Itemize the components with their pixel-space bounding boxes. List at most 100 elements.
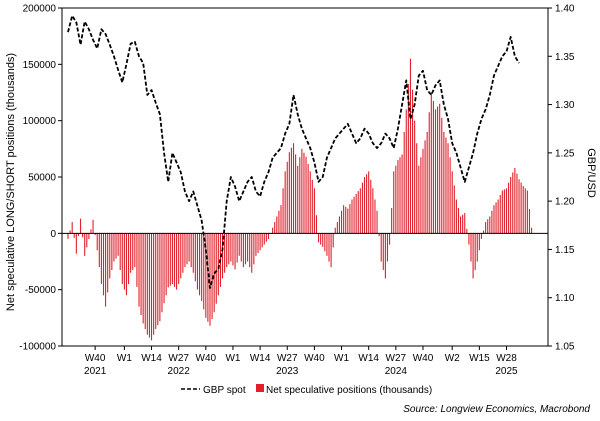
position-bar	[347, 208, 349, 234]
position-bar	[148, 233, 150, 338]
x-year-label: 2022	[168, 366, 191, 377]
position-bar	[464, 213, 466, 234]
position-bar	[520, 182, 522, 234]
gbp-spot-line	[67, 14, 520, 289]
position-bar	[278, 210, 280, 234]
y-right-tick-label: 1.05	[555, 342, 575, 353]
position-bar	[301, 148, 303, 234]
position-bar	[472, 233, 474, 279]
position-bar	[478, 233, 480, 251]
position-bar	[257, 233, 259, 254]
position-bar	[493, 205, 495, 234]
position-bar	[386, 233, 389, 262]
position-bar	[451, 171, 453, 234]
position-bar	[188, 233, 190, 262]
y-left-tick-label: 150000	[23, 60, 57, 71]
x-tick-label: W1	[117, 353, 132, 364]
position-bar	[98, 233, 100, 268]
legend-label-gbp-spot: GBP spot	[203, 385, 246, 396]
position-bar	[236, 233, 238, 263]
position-bar	[140, 233, 142, 316]
position-bar	[476, 233, 478, 262]
position-bar	[67, 233, 69, 239]
position-bar	[215, 233, 217, 304]
position-bar	[434, 109, 437, 234]
position-bar	[345, 206, 347, 234]
position-bar	[234, 233, 236, 270]
source-note: Source: Longview Economics, Macrobond	[403, 404, 590, 415]
position-bar	[226, 233, 228, 268]
position-bar	[107, 233, 109, 293]
position-bar	[426, 131, 428, 234]
position-bar	[242, 233, 244, 268]
position-bar	[299, 157, 301, 234]
y-left-tick-label: 50000	[28, 173, 56, 184]
position-bar	[165, 233, 167, 296]
position-bar	[267, 233, 270, 239]
position-bar	[232, 233, 234, 266]
position-bar	[407, 84, 409, 234]
y-right-tick-label: 1.20	[555, 197, 575, 208]
x-tick-label: W14	[141, 353, 162, 364]
position-bar	[224, 233, 226, 273]
position-bar	[512, 172, 514, 234]
position-bar	[69, 230, 71, 234]
position-bar	[295, 154, 297, 234]
position-bar	[366, 174, 368, 234]
position-bar	[355, 193, 357, 234]
position-bar	[255, 233, 257, 256]
position-bar	[393, 171, 395, 234]
position-bar	[338, 216, 340, 234]
position-bar	[178, 233, 180, 285]
position-bar	[125, 233, 128, 296]
position-bar	[320, 233, 322, 245]
position-bar	[73, 233, 75, 238]
position-bar	[284, 171, 286, 234]
position-bar	[501, 190, 503, 234]
position-bar	[443, 131, 445, 234]
position-bar	[238, 233, 240, 256]
position-bar	[92, 219, 94, 234]
position-bar	[416, 143, 418, 234]
y-right-tick-label: 1.10	[555, 293, 575, 304]
position-bar	[186, 233, 188, 265]
y-right-tick-label: 1.40	[555, 4, 575, 15]
position-bar	[180, 233, 182, 279]
position-bar	[307, 164, 309, 234]
position-bar	[311, 179, 313, 234]
position-bar	[115, 233, 117, 259]
position-bar	[90, 229, 92, 234]
position-bar	[349, 204, 351, 234]
position-bar	[340, 210, 343, 234]
position-bar	[182, 233, 184, 273]
y-right-tick-label: 1.15	[555, 245, 575, 256]
position-bar	[508, 182, 510, 234]
position-bar	[422, 148, 424, 234]
position-bar	[82, 233, 84, 238]
axes-layer: 200000 150000 100000 50000 0 -50000 -100000 1.4…	[19, 4, 575, 378]
position-bar	[430, 92, 432, 234]
position-bar	[489, 216, 491, 234]
position-bar	[531, 227, 533, 234]
position-bar	[468, 233, 470, 245]
y-left-tick-label: -50000	[25, 285, 57, 296]
legend-bar-swatch	[256, 384, 264, 392]
position-bar	[403, 131, 405, 234]
position-bar	[163, 233, 165, 304]
position-bar	[313, 188, 315, 234]
x-tick-label: W15	[469, 353, 490, 364]
position-bar	[372, 188, 374, 234]
x-tick-label: W40	[196, 353, 217, 364]
position-bar	[328, 233, 330, 262]
position-bar	[75, 233, 77, 254]
y-left-tick-label: 200000	[23, 4, 57, 15]
position-bar	[288, 152, 290, 234]
plot-frame	[61, 7, 549, 347]
position-bar	[272, 227, 274, 234]
position-bar	[190, 233, 192, 268]
position-bar	[249, 233, 251, 268]
position-bar	[71, 222, 73, 234]
position-bar	[389, 233, 391, 245]
x-tick-label: W14	[358, 353, 379, 364]
